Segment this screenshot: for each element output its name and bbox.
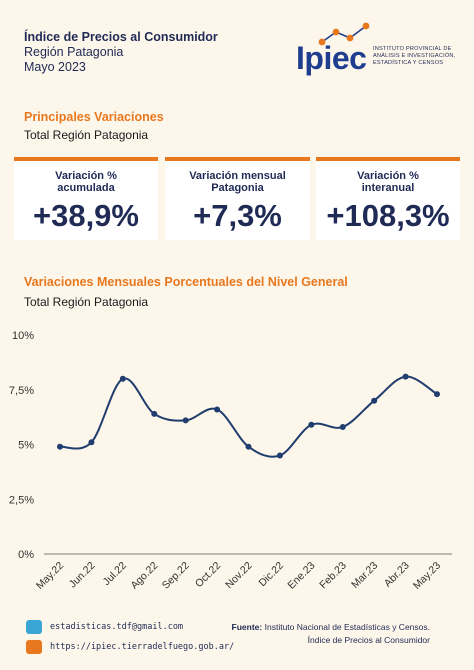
- contact-info: estadisticas.tdf@gmail.com https://ipiec…: [26, 620, 234, 660]
- source-line2: Índice de Precios al Consumidor: [307, 635, 430, 645]
- section-monthly-subtitle: Total Región Patagonia: [24, 295, 149, 309]
- data-point: [245, 443, 252, 450]
- logo-network-icon: [318, 22, 370, 46]
- logo-sub-line: ESTADÍSTICA Y CENSOS: [373, 60, 444, 66]
- card-value: +38,9%: [32, 198, 139, 233]
- y-tick-label: 10%: [12, 330, 34, 342]
- monthly-variation-line-chart: 0% 2,5% 5% 7,5% 10% May.22 Jun.22 Jul.22 Ago.22 S…: [9, 330, 452, 592]
- ipiec-logo: Ipiec INSTITUTO PROVINCIAL DE ANÁLISIS E…: [296, 22, 456, 80]
- card-monthly: Variación mensual Patagonia +7,3%: [165, 157, 310, 240]
- source-label: Fuente:: [231, 622, 263, 632]
- x-tick-label: Mar.23: [349, 560, 380, 591]
- y-tick-label: 7,5%: [9, 385, 34, 397]
- data-point: [371, 397, 378, 404]
- source-note: Fuente: Instituto Nacional de Estadístic…: [232, 621, 430, 647]
- section-monthly-title: Variaciones Mensuales Porcentuales del N…: [24, 275, 348, 289]
- x-tick-label: Sep.22: [160, 560, 192, 592]
- report-title: Índice de Precios al Consumidor: [24, 30, 218, 44]
- data-point: [119, 375, 126, 382]
- data-point: [339, 423, 346, 430]
- y-tick-label: 5%: [18, 440, 34, 452]
- web-row: https://ipiec.tierradelfuego.gob.ar/: [26, 640, 234, 654]
- x-tick-label: May.22: [34, 560, 66, 592]
- y-tick-label: 2,5%: [9, 494, 34, 506]
- y-tick-label: 0%: [18, 549, 34, 561]
- section-variations-subtitle: Total Región Patagonia: [24, 128, 149, 142]
- x-tick-label: Dic.22: [257, 560, 287, 590]
- x-tick-label: Feb.23: [317, 560, 349, 592]
- data-point: [88, 439, 95, 446]
- email-link[interactable]: estadisticas.tdf@gmail.com: [50, 622, 184, 632]
- data-point: [151, 410, 158, 417]
- data-point: [214, 406, 221, 413]
- email-icon: [26, 620, 42, 634]
- logo-sub-line: INSTITUTO PROVINCIAL DE: [373, 46, 452, 52]
- data-point: [402, 373, 409, 380]
- x-tick-label: Abr.23: [382, 560, 412, 590]
- report-period: Mayo 2023: [24, 60, 86, 74]
- x-tick-label: Ago.22: [128, 560, 160, 592]
- data-point: [182, 417, 189, 424]
- x-tick-label: Oct.22: [193, 560, 223, 590]
- card-yearly: Variación % interanual +108,3%: [316, 157, 460, 240]
- data-point: [276, 452, 283, 459]
- logo-subtitle: INSTITUTO PROVINCIAL DE ANÁLISIS E INVES…: [373, 46, 455, 67]
- data-point: [434, 391, 440, 398]
- x-tick-label: Jun.22: [67, 560, 98, 591]
- x-tick-label: Ene.23: [285, 560, 317, 592]
- email-row: estadisticas.tdf@gmail.com: [26, 620, 234, 634]
- x-tick-label: May.23: [411, 560, 443, 592]
- web-link[interactable]: https://ipiec.tierradelfuego.gob.ar/: [50, 642, 235, 652]
- card-value: +108,3%: [326, 198, 450, 233]
- report-header: Índice de Precios al Consumidor Región P…: [24, 30, 218, 74]
- card-label: Variación % acumulada: [55, 170, 117, 194]
- source-text: Instituto Nacional de Estadísticas y Cen…: [264, 622, 430, 632]
- logo-word: Ipiec: [296, 40, 367, 76]
- card-label: Variación % interanual: [357, 170, 419, 194]
- data-point: [308, 421, 315, 428]
- report-region: Región Patagonia: [24, 45, 124, 59]
- logo-sub-line: ANÁLISIS E INVESTIGACIÓN,: [373, 53, 456, 59]
- card-value: +7,3%: [193, 198, 282, 233]
- x-tick-label: Nov.22: [223, 560, 255, 592]
- card-label: Variación mensual Patagonia: [189, 170, 286, 194]
- x-tick-label: Jul.22: [101, 560, 129, 588]
- data-point: [57, 443, 63, 450]
- section-variations-title: Principales Variaciones: [24, 110, 164, 124]
- card-accumulated: Variación % acumulada +38,9%: [14, 157, 158, 240]
- web-icon: [26, 640, 42, 654]
